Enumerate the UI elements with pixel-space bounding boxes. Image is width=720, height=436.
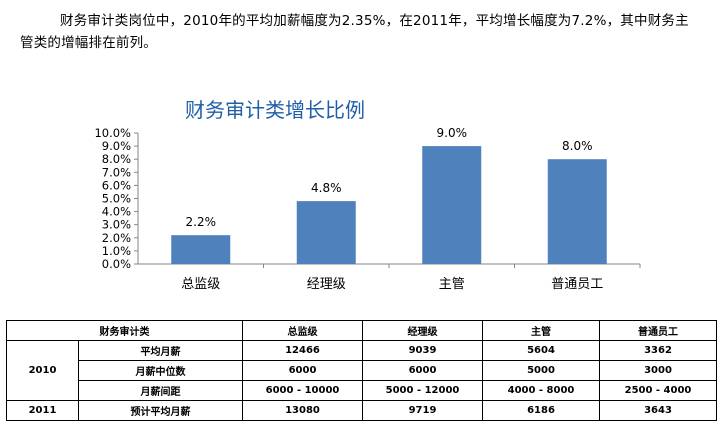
table-cell: 6000 - 10000 bbox=[242, 380, 363, 401]
y-axis-ticks: 0.0%1.0%2.0%3.0%4.0%5.0%6.0%7.0%8.0%9.0%… bbox=[94, 126, 138, 271]
y-tick-label: 4.0% bbox=[102, 205, 131, 219]
table-cell: 12466 bbox=[242, 340, 363, 361]
bar bbox=[547, 159, 607, 264]
table-cell: 5000 - 12000 bbox=[362, 380, 483, 401]
y-tick-label: 7.0% bbox=[102, 165, 131, 179]
table-cell: 3643 bbox=[599, 400, 717, 421]
table-header-row: 财务审计类 总监级 经理级 主管 普通员工 bbox=[6, 320, 717, 341]
table-cell: 5604 bbox=[482, 340, 600, 361]
data-label: 9.0% bbox=[437, 126, 468, 140]
table-cell: 2500 - 4000 bbox=[599, 380, 717, 401]
table-cell: 9039 bbox=[362, 340, 483, 361]
table-col-header: 普通员工 bbox=[599, 320, 717, 341]
data-label: 4.8% bbox=[311, 181, 342, 195]
table-cell: 9719 bbox=[362, 400, 483, 421]
y-tick-label: 3.0% bbox=[102, 218, 131, 232]
table-col-header: 经理级 bbox=[362, 320, 483, 341]
table-cell: 13080 bbox=[242, 400, 363, 421]
category-label: 普通员工 bbox=[551, 277, 603, 292]
category-label: 经理级 bbox=[307, 277, 346, 292]
table-row: 2011 预计平均月薪 13080 9719 6186 3643 bbox=[6, 400, 717, 421]
table-col-header: 主管 bbox=[482, 320, 600, 341]
y-tick-label: 0.0% bbox=[102, 257, 131, 271]
year-cell: 2010 bbox=[6, 340, 79, 401]
row-label: 平均月薪 bbox=[78, 340, 243, 361]
row-label: 预计平均月薪 bbox=[78, 400, 243, 421]
row-label: 月薪中位数 bbox=[78, 360, 243, 381]
row-label: 月薪间距 bbox=[78, 380, 243, 401]
bar bbox=[171, 235, 231, 264]
category-label: 主管 bbox=[439, 277, 465, 292]
intro-paragraph: 财务审计类岗位中，2010年的平均加薪幅度为2.35%，在2011年，平均增长幅… bbox=[20, 13, 689, 51]
table-cell: 3362 bbox=[599, 340, 717, 361]
table-cell: 6000 bbox=[362, 360, 483, 381]
table-row: 月薪间距 6000 - 10000 5000 - 12000 4000 - 80… bbox=[7, 380, 717, 401]
year-cell: 2011 bbox=[6, 400, 79, 421]
category-labels: 总监级 经理级 主管 普通员工 bbox=[181, 277, 603, 292]
bars bbox=[171, 146, 607, 264]
table-cell: 5000 bbox=[482, 360, 600, 381]
data-label: 8.0% bbox=[562, 139, 593, 153]
table-cell: 6186 bbox=[482, 400, 600, 421]
y-tick-label: 8.0% bbox=[102, 152, 131, 166]
table-cell: 3000 bbox=[599, 360, 717, 381]
salary-table: 财务审计类 总监级 经理级 主管 普通员工 2010 平均月薪 12466 90… bbox=[6, 320, 717, 421]
y-tick-label: 5.0% bbox=[102, 192, 131, 206]
y-tick-label: 9.0% bbox=[102, 139, 131, 153]
table-row: 2010 平均月薪 12466 9039 5604 3362 bbox=[6, 340, 717, 401]
category-label: 总监级 bbox=[181, 277, 220, 292]
bar-chart: 财务审计类增长比例 0.0%1.0%2.0%3.0%4.0%5.0%6.0%7.… bbox=[94, 98, 641, 292]
table-row: 月薪中位数 6000 6000 5000 3000 bbox=[7, 360, 717, 381]
table-cell: 4000 - 8000 bbox=[482, 380, 600, 401]
chart-title: 财务审计类增长比例 bbox=[185, 98, 365, 122]
data-labels: 2.2% 4.8% 9.0% 8.0% bbox=[186, 126, 593, 229]
y-tick-label: 6.0% bbox=[102, 178, 131, 192]
table-category-header: 财务审计类 bbox=[6, 320, 243, 341]
bar bbox=[296, 201, 356, 264]
y-tick-label: 1.0% bbox=[102, 244, 131, 258]
bar bbox=[422, 146, 482, 264]
table-cell: 6000 bbox=[242, 360, 363, 381]
y-tick-label: 2.0% bbox=[102, 231, 131, 245]
table-col-header: 总监级 bbox=[242, 320, 363, 341]
data-label: 2.2% bbox=[186, 215, 217, 229]
y-tick-label: 10.0% bbox=[94, 126, 131, 140]
